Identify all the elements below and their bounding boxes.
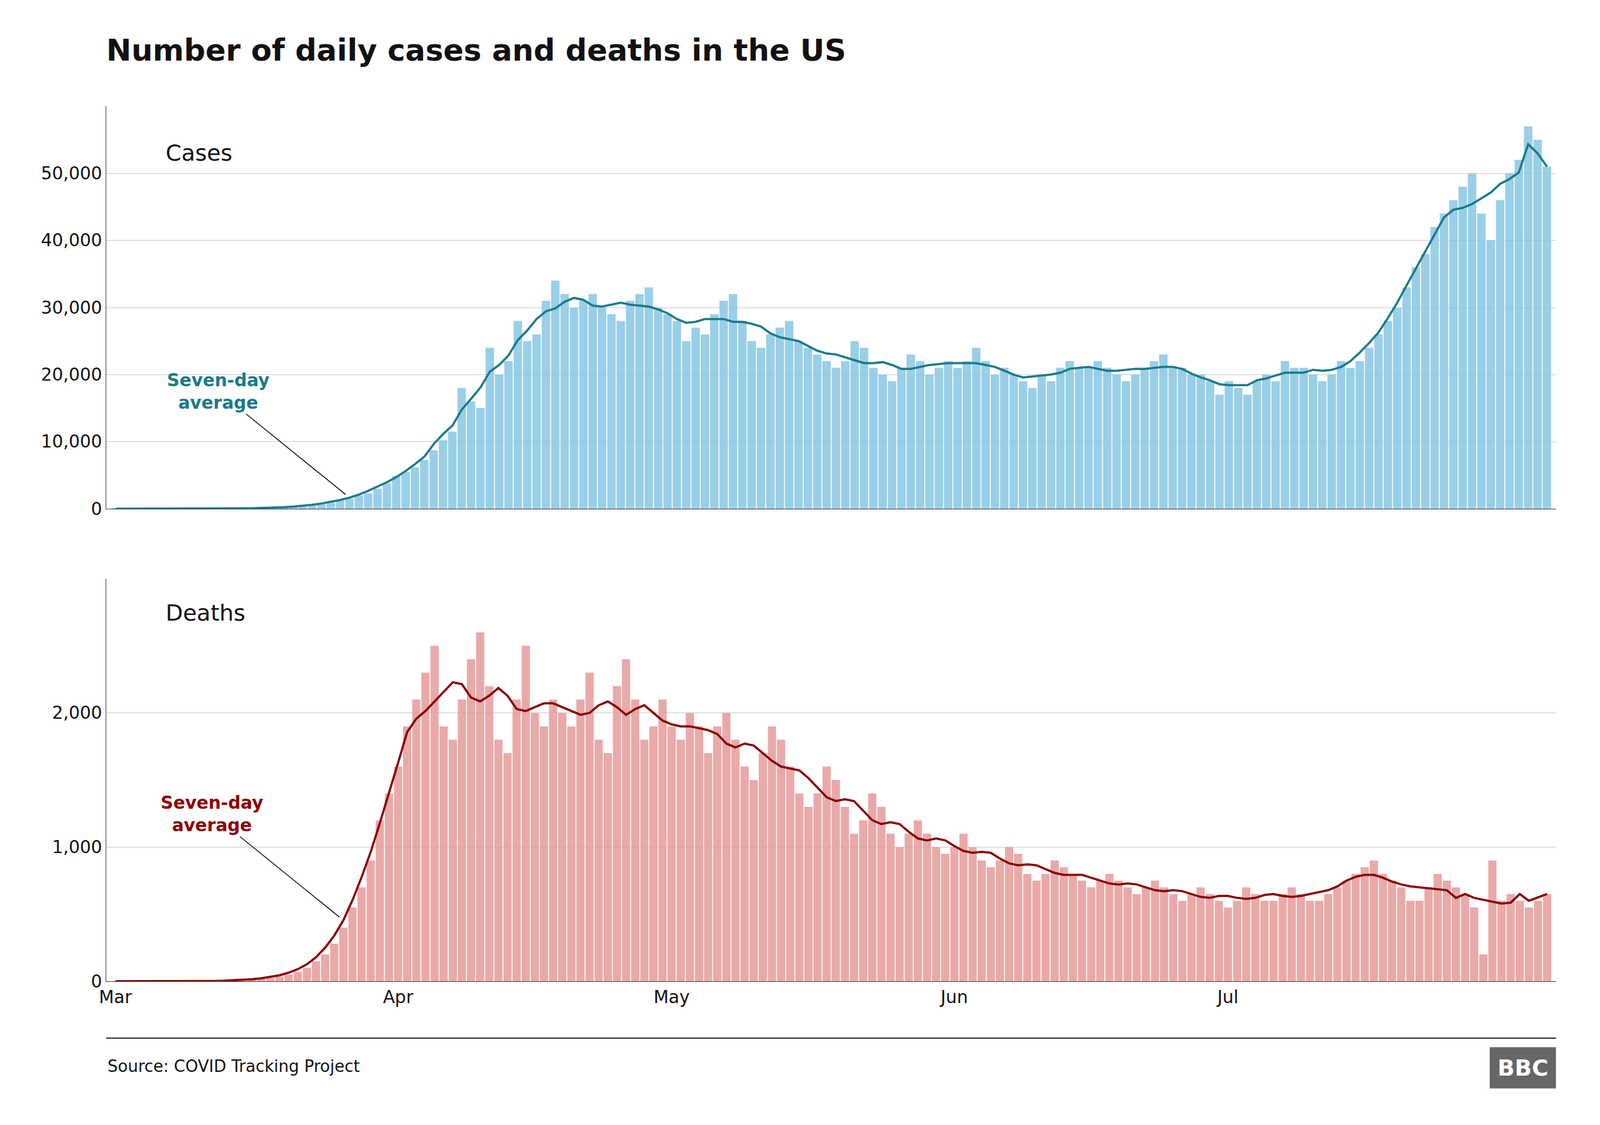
svg-text:Cases: Cases	[165, 140, 233, 166]
svg-text:Deaths: Deaths	[165, 600, 246, 626]
svg-text:1,000: 1,000	[51, 836, 102, 858]
svg-text:0: 0	[91, 498, 103, 520]
svg-text:Seven-dayaverage: Seven-dayaverage	[160, 792, 264, 836]
svg-text:Number of daily cases and deat: Number of daily cases and deaths in the …	[106, 32, 847, 68]
svg-text:10,000: 10,000	[40, 431, 102, 452]
svg-text:Jul: Jul	[1216, 986, 1239, 1008]
svg-text:50,000: 50,000	[40, 163, 102, 184]
svg-text:40,000: 40,000	[40, 230, 102, 251]
svg-text:May: May	[653, 986, 690, 1008]
svg-text:20,000: 20,000	[40, 364, 102, 385]
svg-text:Source: COVID Tracking Project: Source: COVID Tracking Project	[107, 1056, 360, 1076]
svg-text:BBC: BBC	[1497, 1055, 1549, 1081]
svg-text:Apr: Apr	[383, 986, 414, 1008]
svg-text:30,000: 30,000	[40, 297, 102, 319]
svg-text:Jun: Jun	[939, 986, 969, 1008]
svg-text:Mar: Mar	[98, 986, 132, 1008]
svg-text:0: 0	[91, 971, 103, 992]
svg-text:Seven-dayaverage: Seven-dayaverage	[166, 370, 270, 414]
svg-text:2,000: 2,000	[51, 702, 102, 724]
